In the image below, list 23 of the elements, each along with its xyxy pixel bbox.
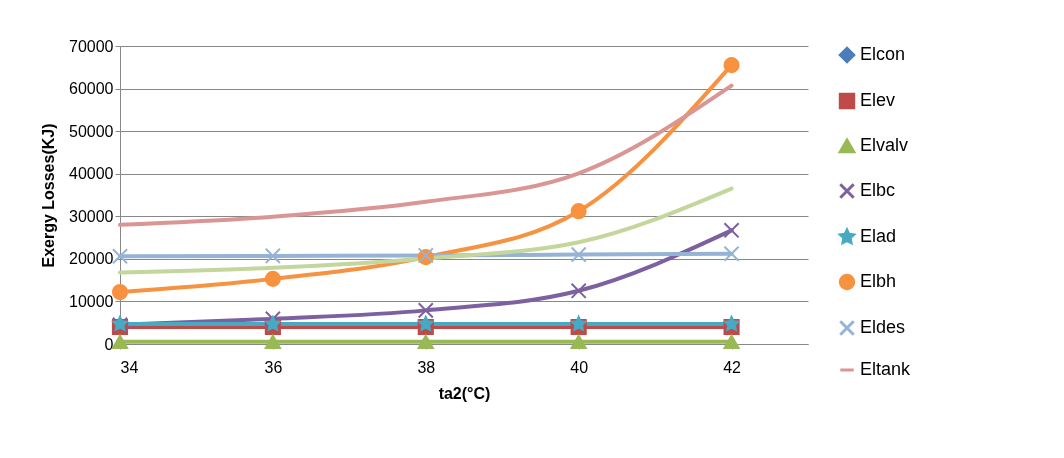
y-tick-label: 60000 (69, 80, 114, 98)
x-tick-label: 42 (723, 358, 742, 376)
x-tick-label: 36 (264, 358, 283, 376)
legend-label: Eltank (860, 359, 912, 379)
legend-label: Elbh (860, 271, 897, 291)
legend-label: Elbc (860, 180, 896, 200)
y-tick-label: 10000 (69, 292, 114, 310)
legend-label: Elad (860, 226, 897, 246)
legend-label: Elcon (860, 44, 906, 64)
y-tick-label: 40000 (69, 165, 114, 183)
x-tick-label: 38 (417, 358, 436, 376)
legend-label: Elvalv (860, 135, 909, 155)
y-tick-label: 20000 (69, 250, 114, 268)
x-tick-label: 34 (120, 358, 139, 376)
legend-label: Eldes (860, 317, 906, 337)
y-tick-label: 70000 (69, 37, 114, 55)
y-tick-label: 0 (104, 335, 114, 353)
legend-label: Elev (860, 90, 896, 110)
y-tick-label: 30000 (69, 207, 114, 225)
x-tick-label: 40 (570, 358, 589, 376)
y-axis-title: Exergy Losses(KJ) (40, 123, 58, 268)
y-tick-label: 50000 (69, 122, 114, 140)
x-axis-title: ta2(°C) (438, 384, 491, 402)
